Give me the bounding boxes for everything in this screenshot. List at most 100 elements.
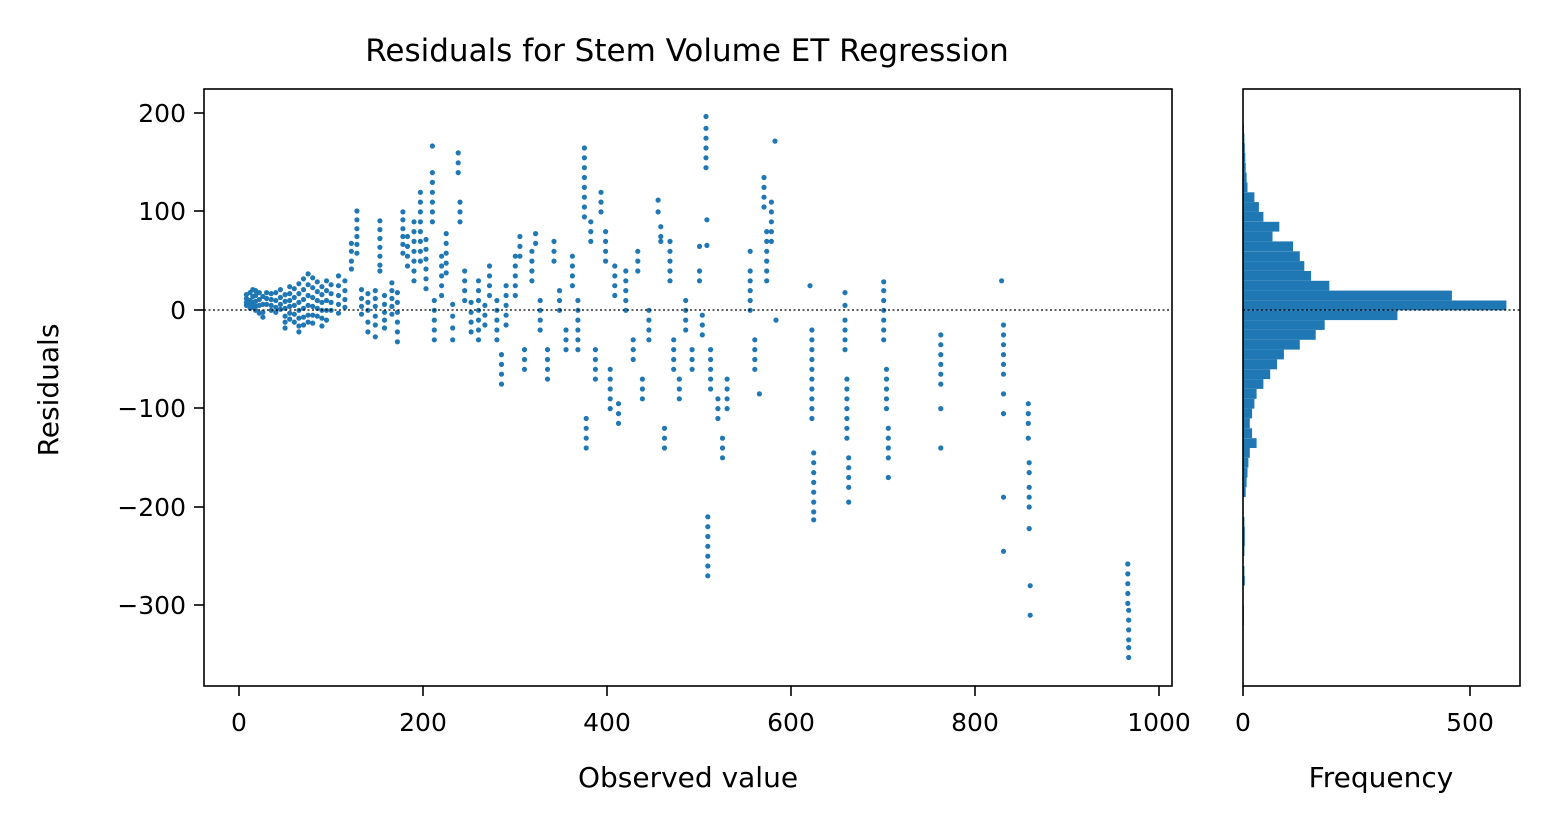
scatter-point [844,415,850,422]
scatter-point [475,278,482,284]
scatter-point [287,316,293,322]
scatter-point [503,292,509,299]
scatter-point [260,314,266,320]
scatter-point [588,229,594,235]
histogram-panel: 0 500 Frequency [1235,88,1521,794]
scatter-point [612,283,618,289]
scatter-point [575,297,581,304]
scatter-point [417,248,423,254]
scatter-point [342,288,348,294]
scatter-point [1026,494,1032,500]
scatter-point [348,248,354,254]
scatter-point [658,224,664,230]
scatter-point [761,184,767,190]
scatter-point [1125,600,1131,607]
scatter-point [300,276,307,282]
scatter-point [342,304,348,310]
scatter-point [310,294,316,301]
scatter-point [264,290,270,296]
scatter-point [503,283,509,289]
scatter-point [842,290,848,296]
scatter-point [273,290,279,296]
scatter-point [296,299,302,305]
scatter-point [563,327,569,333]
scatter-point [443,270,449,276]
scatter-point [310,285,316,291]
scatter-point [404,243,411,249]
scatter-point [475,317,482,323]
scatter-point [498,361,505,367]
scatter-point [938,342,944,348]
scatter-point [260,301,266,307]
scatter-point [883,366,890,372]
scatter-point [639,396,646,402]
scatter-point [377,268,383,274]
scatter-point [938,406,944,412]
scatter-point [1027,583,1033,589]
histogram-bar [1243,271,1312,281]
scatter-point [592,356,599,363]
scatter-point [635,268,641,274]
scatter-point [277,301,283,307]
scatter-point [667,248,673,254]
scatter-point [268,302,274,308]
scatter-point [811,517,817,523]
scatter-point [842,317,848,323]
histogram-bar [1243,152,1246,163]
scatter-point [512,263,518,269]
scatter-point [1025,401,1031,407]
scatter-point [1126,637,1132,643]
scatter-point [482,302,488,308]
scatter-point [747,278,753,284]
scatter-point [494,317,500,323]
scatter-point [703,155,709,161]
scatter-point [381,309,388,315]
scatter-point [544,356,551,363]
y-tick-label-minus-300: −300 [117,591,186,620]
scatter-point [575,327,581,333]
scatter-point [623,297,629,304]
scatter-point [623,288,629,294]
y-tick-label-minus-100: −100 [117,394,186,423]
scatter-point [443,231,449,237]
scatter-point [885,474,891,481]
histogram-bar [1243,448,1250,458]
scatter-point [494,327,500,333]
scatter-point [323,317,330,323]
scatter-point [683,327,689,333]
scatter-point [512,283,518,289]
scatter-point [404,253,411,259]
scatter-point [696,243,703,249]
scatter-point [411,229,417,235]
scatter-point [411,258,417,264]
scatter-point [842,327,848,333]
scatter-point [705,524,711,530]
scatter-point [377,244,383,250]
scatter-point [569,283,576,289]
scatter-point [365,291,371,297]
scatter-point [482,322,488,328]
scatter-point [658,233,664,240]
scatter-point [938,371,944,377]
y-axis-label: Residuals [32,324,65,457]
scatter-point [358,303,365,309]
scatter-point [1000,342,1007,348]
scatter-point [486,283,493,289]
scatter-point [607,386,613,392]
scatter-point [1026,526,1032,532]
histogram-bar [1243,251,1300,262]
scatter-point [253,292,259,299]
scatter-point [764,278,770,284]
scatter-point [517,253,523,259]
scatter-point [273,304,279,310]
scatter-point [277,287,283,293]
scatter-point [439,292,445,299]
scatter-point [598,189,604,195]
scatter-point [358,295,365,302]
scatter-point [615,401,622,407]
scatter-point [423,266,429,272]
scatter-point [1025,435,1031,441]
scatter-point [377,262,383,268]
scatter-point [517,233,523,240]
